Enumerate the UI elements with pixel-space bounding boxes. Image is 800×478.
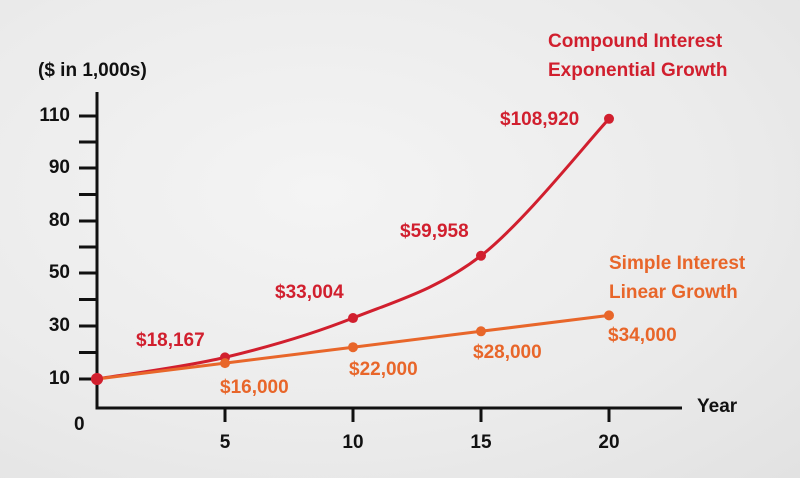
- x-axis-label: Year: [697, 396, 738, 417]
- legend-compound-line1: Compound Interest: [548, 31, 723, 52]
- compound-data-label: $33,004: [275, 282, 344, 303]
- origin-label: 0: [74, 414, 85, 435]
- y-tick-label: 80: [48, 210, 70, 231]
- y-tick-label: 10: [48, 368, 70, 389]
- y-tick-label: 50: [48, 262, 70, 283]
- y-tick-label: 30: [48, 315, 70, 336]
- compound-data-label: $18,167: [136, 330, 205, 351]
- simple-point: [348, 342, 358, 353]
- x-tick-label: 15: [470, 432, 492, 453]
- y-axis-label: ($ in 1,000s): [38, 60, 147, 81]
- simple-point: [476, 326, 486, 337]
- simple-data-label: $28,000: [473, 342, 542, 363]
- legend-compound: Compound Interest Exponential Growth: [548, 27, 727, 85]
- simple-point: [604, 310, 614, 321]
- compound-data-label: $59,958: [400, 221, 469, 242]
- simple-data-label: $22,000: [349, 359, 418, 380]
- legend-simple: Simple Interest Linear Growth: [609, 249, 745, 307]
- compound-point: [476, 250, 486, 261]
- simple-point: [91, 373, 103, 385]
- legend-simple-line1: Simple Interest: [609, 253, 746, 274]
- simple-data-label: $34,000: [608, 325, 677, 346]
- compound-point: [348, 313, 358, 324]
- compound-line: [96, 117, 611, 381]
- y-tick-label: 90: [48, 157, 70, 178]
- simple-data-label: $16,000: [220, 377, 289, 398]
- compound-data-label: $108,920: [500, 109, 580, 130]
- y-tick-label: 110: [39, 105, 70, 126]
- legend-simple-line2: Linear Growth: [609, 282, 738, 303]
- x-tick-label: 5: [219, 432, 231, 453]
- x-tick-label: 20: [598, 432, 620, 453]
- compound-point: [604, 113, 614, 124]
- x-tick-label: 10: [342, 432, 364, 453]
- simple-point: [220, 358, 230, 369]
- legend-compound-line2: Exponential Growth: [548, 60, 728, 81]
